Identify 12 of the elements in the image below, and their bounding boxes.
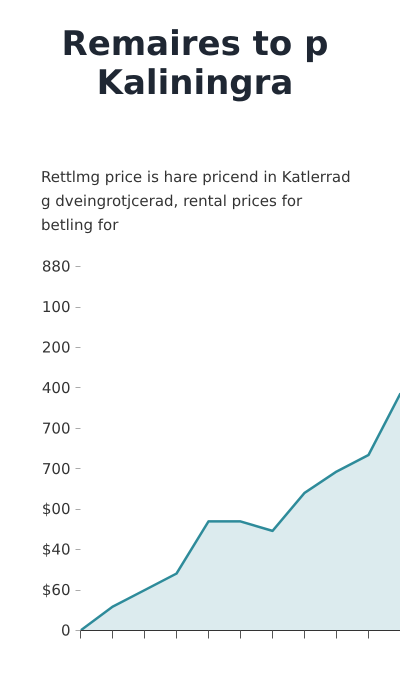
text: 200 <box>42 338 71 357</box>
text: 0 <box>60 622 71 640</box>
text: $60 <box>42 581 71 600</box>
text: $00 <box>42 500 71 518</box>
text: 700 <box>42 460 71 478</box>
text: 400 <box>42 378 71 397</box>
chart-subtitle: Rettlmg price is hare pricend in Katlerrad g dveingrotjcerad, rental prices for betling for <box>41 167 352 236</box>
text: 700 <box>42 419 71 438</box>
text: 100 <box>42 298 71 316</box>
text: 880 <box>42 258 71 276</box>
text: $40 <box>42 540 71 559</box>
chart-title: Remaires to p Kaliningra <box>60 24 330 104</box>
